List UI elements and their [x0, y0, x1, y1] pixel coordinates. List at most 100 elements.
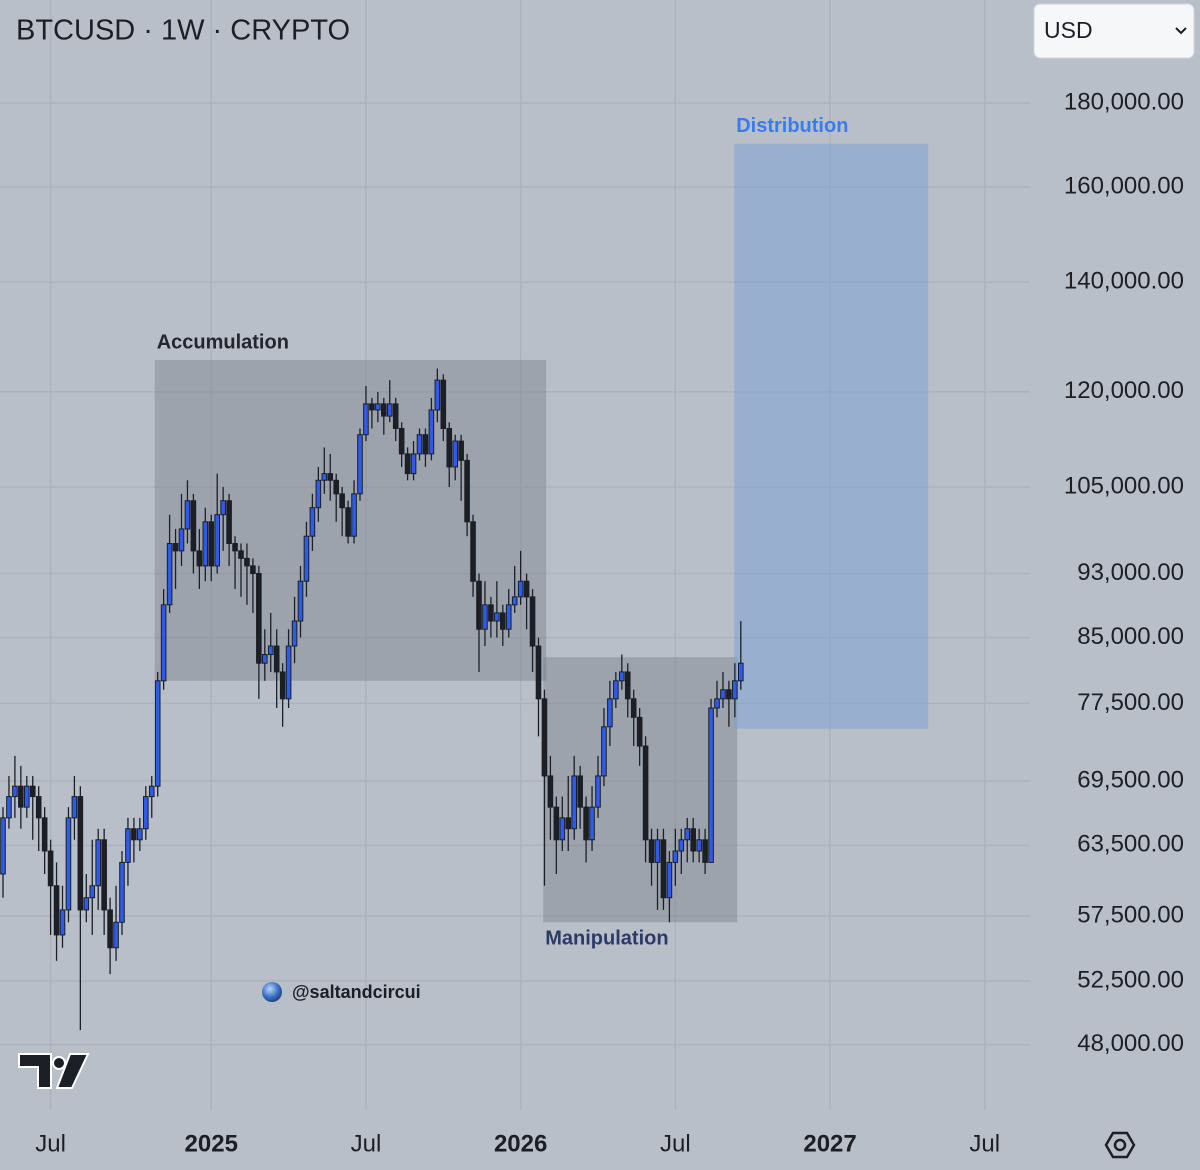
candle-body	[196, 550, 203, 567]
candle-body	[250, 565, 256, 575]
y-tick-label: 63,500.00	[1077, 831, 1184, 858]
candle-body	[702, 839, 708, 863]
candle-body	[696, 839, 702, 852]
candle-body	[232, 543, 238, 552]
candle-body	[125, 828, 131, 863]
y-tick-label: 105,000.00	[1064, 472, 1184, 499]
currency-box[interactable]	[1033, 3, 1195, 59]
x-tick-label: 2026	[494, 1130, 547, 1157]
candle-body	[511, 596, 518, 606]
x-tick-label: 2027	[803, 1130, 856, 1157]
candle-body	[18, 785, 24, 808]
candle-body	[24, 785, 30, 808]
candle-body	[738, 662, 744, 682]
candle-body	[642, 745, 649, 841]
y-tick-label: 77,500.00	[1077, 689, 1184, 716]
settings-button[interactable]	[1104, 1131, 1136, 1159]
candle-body	[434, 379, 441, 411]
candle-body	[732, 680, 738, 700]
x-tick-label: 2025	[185, 1130, 238, 1157]
candle-body	[464, 459, 470, 523]
candle-body	[517, 580, 524, 598]
candle-body	[357, 434, 363, 495]
candle-body	[595, 775, 601, 808]
currency-label[interactable]: USD	[1044, 17, 1093, 43]
candle-body	[428, 409, 435, 455]
candle-body	[148, 785, 155, 798]
candle-body	[53, 885, 60, 936]
candle-body	[71, 796, 78, 819]
candle-body	[154, 680, 161, 787]
candle-body	[262, 654, 268, 664]
candle-body	[589, 806, 595, 841]
y-tick-label: 120,000.00	[1064, 377, 1184, 404]
candle-body	[446, 427, 453, 468]
chevron[interactable]	[1175, 27, 1187, 35]
zone-label: Accumulation	[157, 331, 289, 353]
candle-body	[166, 543, 173, 606]
candle-body	[630, 698, 637, 718]
x-tick-label: Jul	[351, 1130, 382, 1157]
candle-body	[422, 434, 429, 455]
candle-body	[577, 775, 583, 808]
candle-body	[684, 828, 691, 841]
candle-body	[714, 698, 720, 709]
candle-body	[476, 580, 482, 630]
candle-body	[720, 689, 726, 700]
candle-body	[226, 500, 232, 545]
y-tick-label: 180,000.00	[1064, 88, 1184, 115]
candle-body	[381, 403, 387, 417]
candle-body	[672, 850, 679, 863]
candle-body	[131, 828, 137, 841]
candle-body	[458, 440, 464, 461]
candle-body	[160, 604, 167, 682]
candle-body	[690, 828, 697, 852]
y-tick-label: 93,000.00	[1077, 559, 1184, 586]
settings-dot[interactable]	[1113, 1138, 1127, 1152]
currency-select[interactable]: USD	[1033, 3, 1195, 59]
candle-body	[244, 557, 250, 567]
y-tick-label: 52,500.00	[1077, 966, 1184, 993]
candle-body	[708, 707, 714, 863]
candle-body	[500, 612, 506, 630]
y-tick-label: 85,000.00	[1077, 623, 1184, 650]
logo	[18, 1053, 90, 1089]
globe-icon	[262, 982, 282, 1002]
candle-body	[398, 427, 405, 455]
candle-body	[636, 716, 643, 747]
candle-body	[65, 817, 72, 911]
candle-body	[101, 839, 107, 911]
candle-body	[107, 909, 113, 949]
candle-body	[559, 817, 566, 841]
candle-body	[523, 580, 530, 598]
logo-slash	[55, 1053, 90, 1089]
x-tick-label: Jul	[660, 1130, 691, 1157]
x-tick-label: Jul	[35, 1130, 66, 1157]
candle-body	[601, 726, 607, 777]
candle-body	[660, 839, 667, 899]
candle-body	[291, 620, 298, 647]
candle-body	[29, 785, 36, 798]
candle-body	[273, 645, 280, 673]
candle-body	[654, 839, 661, 863]
candle-body	[547, 775, 554, 808]
candle-body	[494, 612, 500, 622]
settings-hex[interactable]	[1104, 1131, 1136, 1159]
candle-body	[470, 521, 476, 582]
candle-body	[529, 596, 536, 647]
candle-body	[208, 521, 215, 567]
zone-label: Manipulation	[545, 928, 668, 950]
candles	[0, 368, 744, 1031]
candle-body	[41, 817, 48, 852]
candle-body	[0, 817, 6, 875]
watermark: @saltandcircui	[262, 982, 421, 1002]
watermark-text: @saltandcircui	[292, 982, 421, 1002]
candle-body	[392, 403, 399, 429]
candle-body	[113, 921, 119, 949]
candle-body	[12, 785, 18, 798]
y-tick-label: 140,000.00	[1064, 267, 1184, 294]
candle-body	[535, 645, 542, 700]
chart-title: BTCUSD · 1W · CRYPTO	[16, 15, 350, 47]
